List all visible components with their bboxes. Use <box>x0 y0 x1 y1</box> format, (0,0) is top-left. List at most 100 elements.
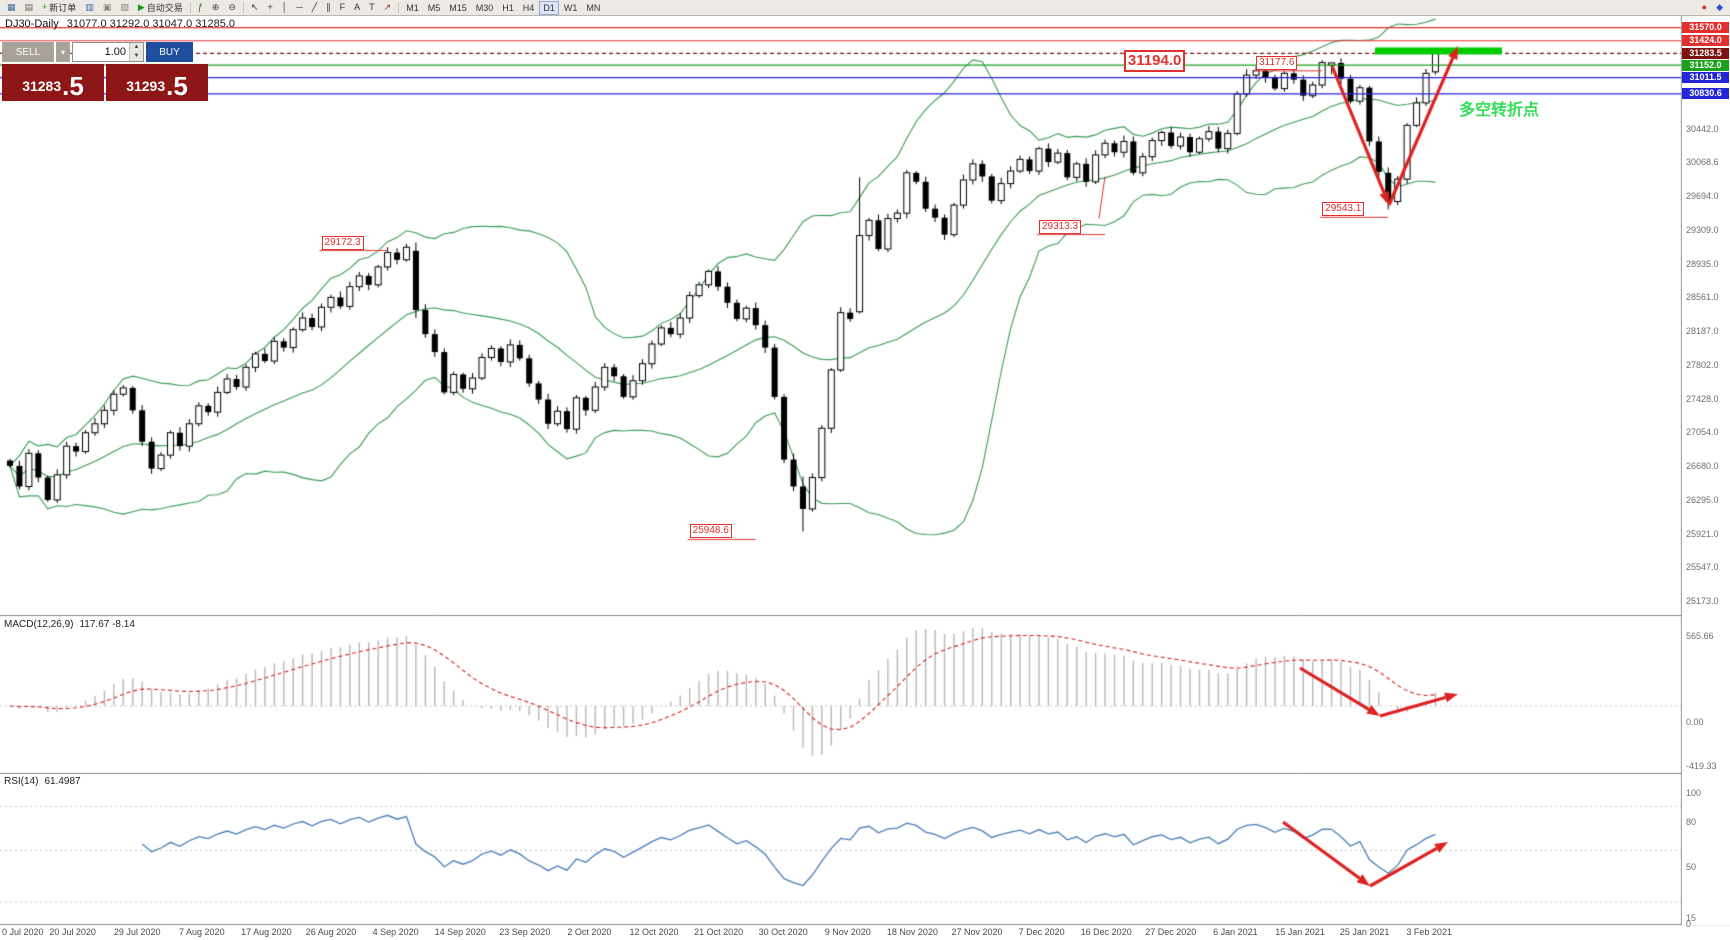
zoom-in-icon[interactable]: ⊕ <box>208 0 224 15</box>
timeframe-d1[interactable]: D1 <box>539 0 559 15</box>
volume-decrease-button[interactable]: ▼ <box>130 52 143 61</box>
volume-input[interactable]: 1.00 ▲ ▼ <box>72 42 144 62</box>
cursor-icon[interactable]: ↖ <box>247 0 263 15</box>
price-annotation[interactable]: 29543.1 <box>1322 202 1365 217</box>
alert-icon[interactable]: ● <box>1698 0 1711 15</box>
timeframe-mn[interactable]: MN <box>586 2 601 13</box>
volume-increase-button[interactable]: ▲ <box>130 43 143 52</box>
x-axis-date: 21 Oct 2020 <box>694 927 744 937</box>
chart-window-title: DJ30-Daily 31077.0 31292.0 31047.0 31285.… <box>5 18 235 30</box>
price-annotation[interactable]: 25948.6 <box>689 524 732 539</box>
y-axis-tick: 28935.0 <box>1686 258 1719 269</box>
indicators-icon[interactable]: ƒ <box>194 0 207 15</box>
timeframe-m1[interactable]: M1 <box>406 2 419 13</box>
sell-price-fraction: .5 <box>62 71 84 101</box>
sell-price-tile[interactable]: 31283 .5 <box>2 64 104 101</box>
community-icon[interactable]: ◆ <box>1712 0 1727 15</box>
y-axis-tick: 27428.0 <box>1686 393 1719 404</box>
price-line-label[interactable]: 31424.0 <box>1682 35 1729 47</box>
y-axis-tick: 27054.0 <box>1686 427 1719 438</box>
price-annotation[interactable]: 29313.3 <box>1038 219 1082 234</box>
zoom-in-icon: ⊕ <box>211 2 220 12</box>
label-icon[interactable]: T <box>365 0 379 15</box>
profiles-icon[interactable]: ▤ <box>21 0 38 15</box>
data-window-icon[interactable]: ▣ <box>99 0 116 15</box>
x-axis-date: 9 Nov 2020 <box>824 927 871 937</box>
y-axis-tick: 26295.0 <box>1686 495 1719 506</box>
arrows-icon: ↗ <box>383 2 392 12</box>
x-axis-date: 14 Sep 2020 <box>434 927 486 937</box>
new-chart-icon: ▦ <box>7 2 16 12</box>
rsi-axis-tick: 100 <box>1686 788 1702 798</box>
price-line-label[interactable]: 31283.5 <box>1682 47 1729 59</box>
rsi-axis-tick: 50 <box>1686 861 1697 872</box>
price-annotation[interactable]: 31177.6 <box>1256 55 1298 70</box>
rsi-name: RSI(14) <box>4 776 39 787</box>
rsi-indicator-label: RSI(14) 61.4987 <box>4 776 81 787</box>
horizontal-line-icon[interactable]: ─ <box>292 0 306 15</box>
y-axis-tick: 30442.0 <box>1686 123 1719 134</box>
price-line-label[interactable]: 31011.5 <box>1682 72 1729 84</box>
timeframe-h4[interactable]: H4 <box>522 2 535 13</box>
alert-icon: ● <box>1701 2 1708 12</box>
timeframe-m15[interactable]: M15 <box>449 2 467 13</box>
fibonacci-icon[interactable]: F <box>336 0 350 15</box>
text-icon[interactable]: A <box>350 0 364 15</box>
indicators-icon: ƒ <box>197 2 203 12</box>
buy-price-tile[interactable]: 31293 .5 <box>106 64 208 101</box>
toolbar: ▦ ▤ + 新订单 ▥ ▣ ▧ ▶ 自动交易 ƒ ⊕ ⊖ ↖ + │ ─ ╱ ∥ F A T ↗ M1 M5 M15 M30 H1 H… <box>0 0 1730 16</box>
vertical-line-icon[interactable]: │ <box>278 0 292 15</box>
ohlc-values: 31077.0 31292.0 31047.0 31285.0 <box>66 18 236 30</box>
buy-button[interactable]: BUY <box>146 42 193 62</box>
channel-icon[interactable]: ∥ <box>322 0 335 15</box>
date-axis[interactable]: 0 Jul 2020 20 Jul 2020 29 Jul 2020 7 Aug 20… <box>0 926 1682 940</box>
navigator-icon[interactable]: ▧ <box>116 0 133 15</box>
macd-axis-tick: 0.00 <box>1686 717 1704 727</box>
symbol-period-label: DJ30-Daily <box>5 18 59 30</box>
price-annotation[interactable]: 31194.0 <box>1123 50 1186 73</box>
sell-button[interactable]: SELL <box>2 42 54 62</box>
auto-trading-icon: ▶ <box>137 2 145 12</box>
zoom-out-icon[interactable]: ⊖ <box>224 0 240 15</box>
price-axis[interactable]: 30442.0 30068.6 29694.0 29309.0 28935.0 28561… <box>1682 16 1730 929</box>
price-line-label[interactable]: 31570.0 <box>1682 22 1729 34</box>
x-axis-date: 17 Aug 2020 <box>241 927 292 937</box>
sell-price-main: 31283 <box>22 78 62 94</box>
timeframe-m30[interactable]: M30 <box>475 2 494 13</box>
community-icon: ◆ <box>1716 2 1723 12</box>
turning-point-text-annotation[interactable]: 多空转折点 <box>1459 102 1540 119</box>
x-axis-date: 23 Sep 2020 <box>499 927 551 937</box>
one-click-trading-panel: SELL ▾ 1.00 ▲ ▼ BUY 31283 .5 31293 <box>2 42 208 101</box>
market-watch-icon: ▥ <box>85 2 94 12</box>
toolbar-separator <box>398 2 400 13</box>
arrows-icon[interactable]: ↗ <box>380 0 396 15</box>
x-axis-date: 27 Dec 2020 <box>1145 927 1197 937</box>
price-line-label[interactable]: 31152.0 <box>1682 59 1729 71</box>
market-watch-icon[interactable]: ▥ <box>81 0 98 15</box>
x-axis-date: 6 Jan 2021 <box>1213 927 1258 937</box>
auto-trading-button[interactable]: ▶ 自动交易 <box>134 0 187 15</box>
order-options-dropdown[interactable]: ▾ <box>56 42 70 62</box>
macd-axis-tick: -419.33 <box>1686 761 1717 771</box>
new-order-button[interactable]: + 新订单 <box>38 0 80 15</box>
timeframe-h1[interactable]: H1 <box>502 2 514 13</box>
timeframe-w1[interactable]: W1 <box>563 2 578 13</box>
x-axis-date: 12 Oct 2020 <box>629 927 679 937</box>
navigator-icon: ▧ <box>120 2 129 12</box>
y-axis-tick: 28561.0 <box>1686 292 1719 303</box>
rsi-axis-tick: 0 <box>1686 919 1692 929</box>
cursor-icon: ↖ <box>250 2 259 12</box>
price-annotation[interactable]: 29172.3 <box>321 235 364 250</box>
new-chart-icon[interactable]: ▦ <box>3 0 20 15</box>
macd-values: 117.67 -8.14 <box>79 619 135 630</box>
y-axis-tick: 28187.0 <box>1686 325 1719 336</box>
x-axis-date: 18 Nov 2020 <box>886 927 938 937</box>
trendline-icon[interactable]: ╱ <box>308 0 321 15</box>
crosshair-icon[interactable]: + <box>263 0 276 15</box>
label-icon: T <box>369 2 375 12</box>
timeframe-m5[interactable]: M5 <box>427 2 441 13</box>
toolbar-separator <box>189 2 191 13</box>
price-line-label[interactable]: 30830.6 <box>1682 88 1729 100</box>
